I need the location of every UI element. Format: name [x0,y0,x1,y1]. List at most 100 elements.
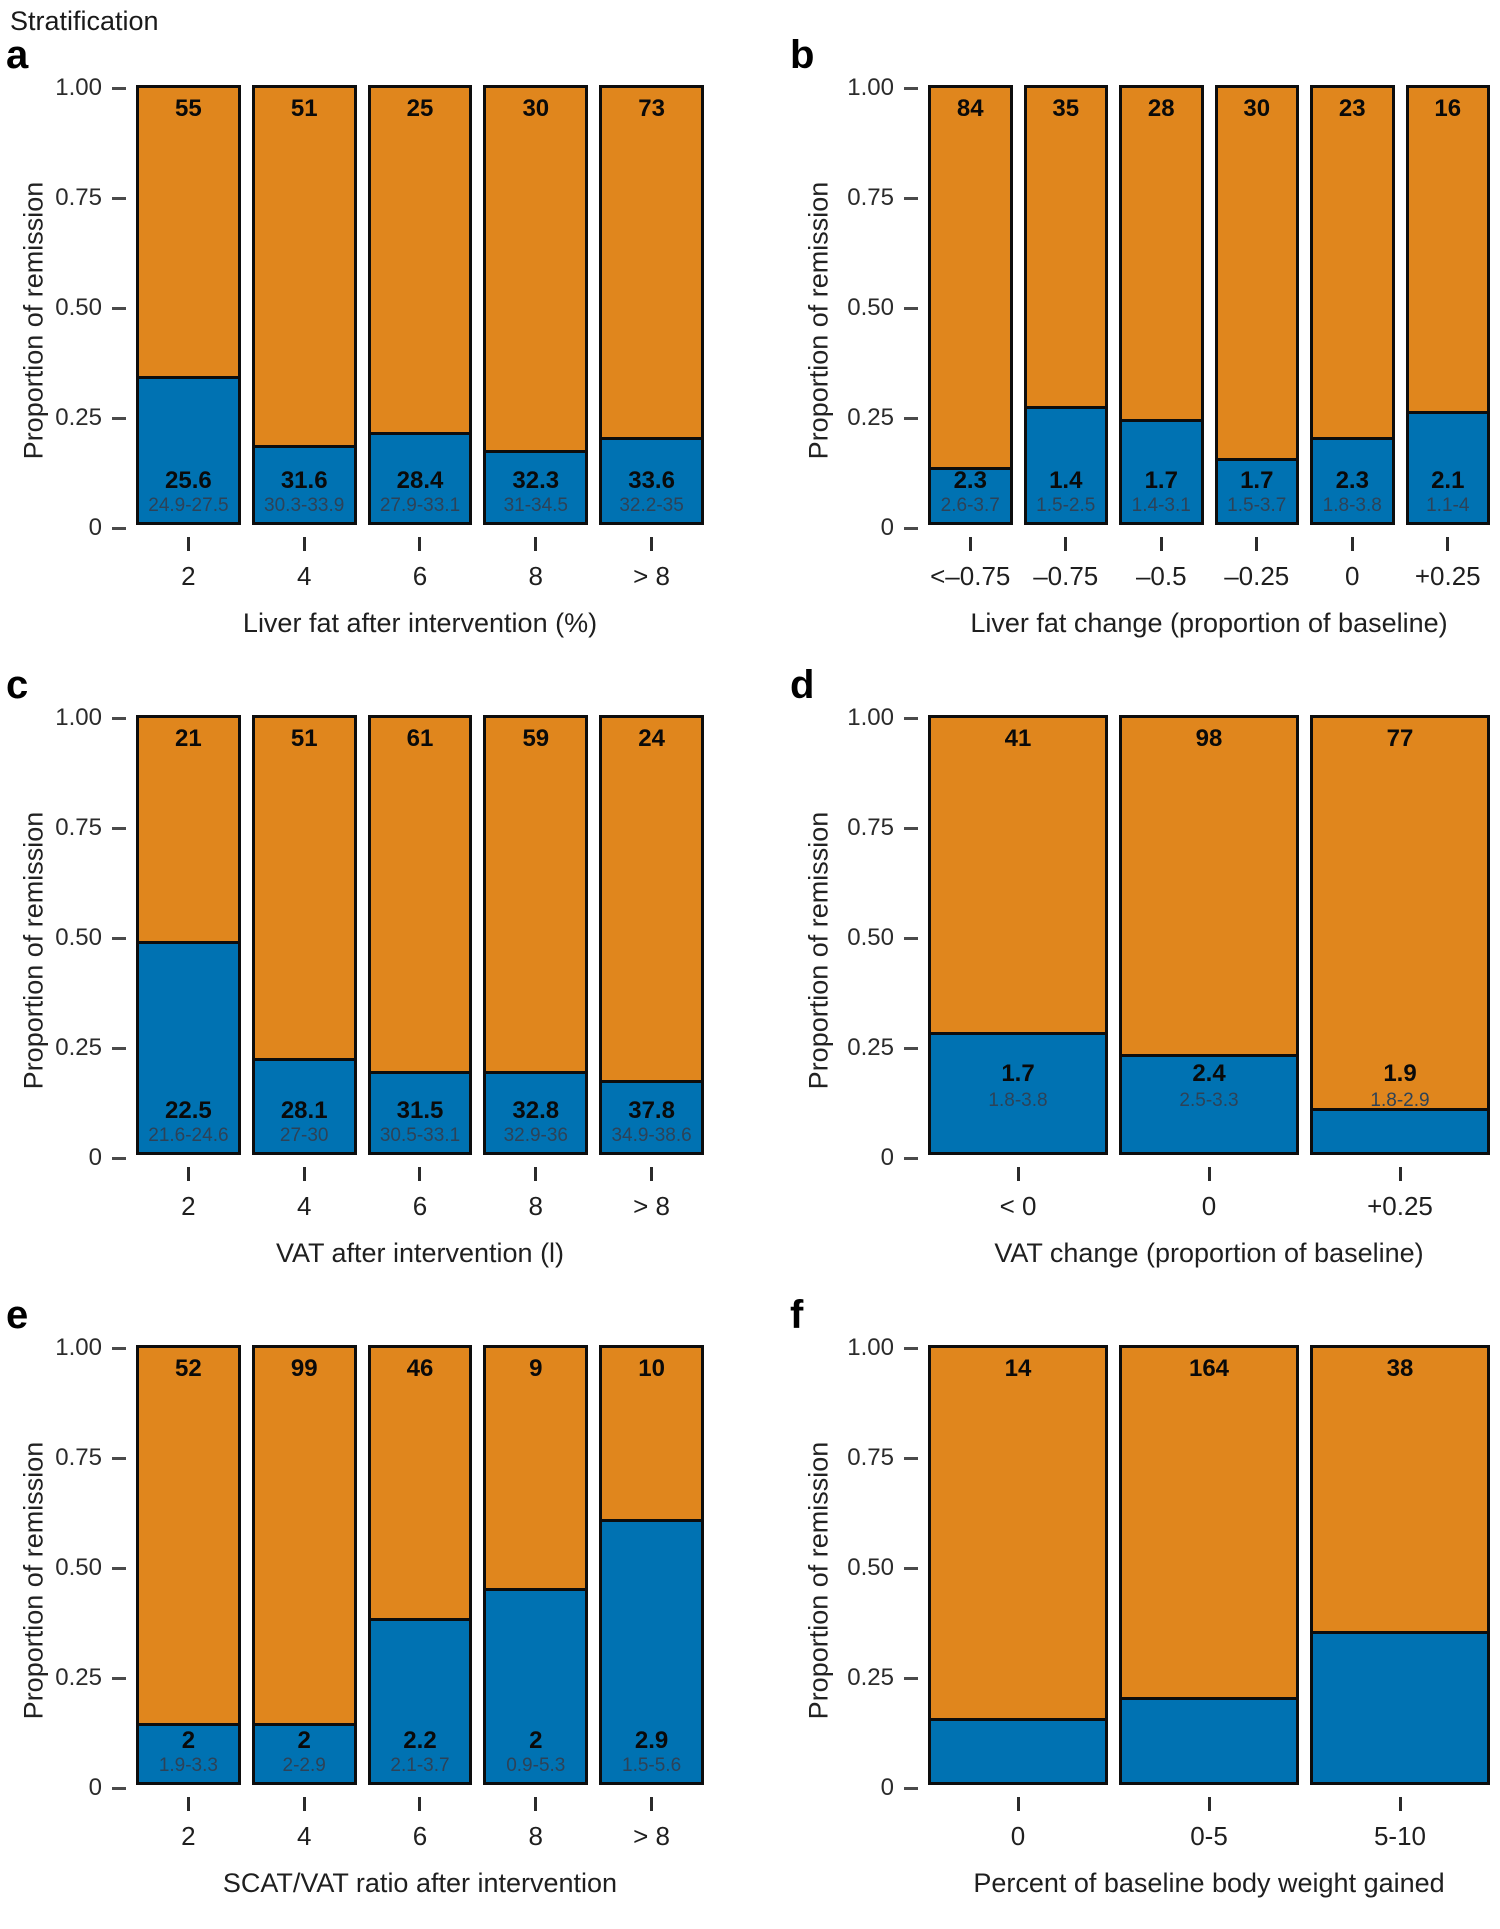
chart-area: Proportion of remission 1.00 0.75 0.50 0.25… [793,74,1500,541]
chart-area: Proportion of remission 1.00 0.75 0.50 0.25… [8,74,760,541]
y-tick-mark [112,1676,126,1680]
plot-area: 21 22.5 21.6-24.6 51 28.1 27-30 61 31.5 30.5-33.… [136,715,704,1155]
y-tick-mark [112,416,126,420]
y-tick: 0.75 [793,184,918,212]
y-tick: 0.25 [8,1034,126,1062]
remission-segment [1408,410,1487,522]
x-tick [136,1167,241,1181]
x-label-row: < 0 0 +0.25 [928,1181,1490,1222]
no-remission-segment [1026,88,1105,407]
stacked-bar-a-5: 73 33.6 32.2-35 [599,85,704,525]
bar-value-label: 2.3 [953,467,987,494]
y-tick-mark [904,1786,918,1790]
y-tick-mark [904,416,918,420]
bar-count-label: 23 [1338,95,1366,122]
remission-segment [931,1718,1105,1782]
stacked-bar-b-5: 23 2.3 1.8-3.8 [1310,85,1395,525]
x-axis-title: SCAT/VAT ratio after intervention [222,1868,618,1898]
bar-count-label: 55 [175,95,202,122]
bar-count-label: 77 [1386,725,1414,752]
panel-letter: b [790,33,815,77]
x-tick-mark [650,537,654,551]
bar-count-label: 9 [529,1355,543,1382]
y-tick: 0.25 [793,404,918,432]
chart-area: Proportion of remission 1.00 0.75 0.50 0.25… [793,704,1500,1171]
x-tick [1119,537,1204,551]
x-category-label: 4 [296,1191,312,1221]
x-tick [1310,1167,1490,1181]
no-remission-segment [931,718,1105,1032]
bar-value-label: 2.1 [1431,467,1465,494]
y-tick-label: 1.00 [55,704,102,731]
x-tick [599,537,704,551]
bar-value-label: 1.9 [1383,1060,1417,1087]
bar-range-label: 24.9-27.5 [148,495,229,516]
x-tick [928,1797,1108,1811]
x-tick [1119,1797,1299,1811]
y-tick-mark [112,86,126,90]
bar-value-label: 31.5 [396,1097,444,1124]
bar-count-label: 98 [1195,725,1223,752]
x-tick-mark [186,1797,190,1811]
y-tick-label: 0.25 [55,1034,102,1061]
remission-segment [254,445,354,522]
x-label-row: 2 4 6 8 > 8 [136,1181,704,1222]
no-remission-segment [602,1348,701,1519]
bar-range-label: 1.9-3.3 [158,1755,218,1776]
bar-value-label: 28.1 [280,1097,328,1124]
bar-count-label: 16 [1434,95,1462,122]
x-tick [483,537,588,551]
x-category-label: –0.25 [1224,561,1290,591]
y-tick-label: 0.75 [847,184,894,211]
x-category-label: 0 [1201,1191,1217,1221]
plot-area: 55 25.6 24.9-27.5 51 31.6 30.3-33.9 25 28.4 27.9… [136,85,704,525]
y-tick-mark [112,826,126,830]
y-tick: 0 [793,1774,918,1802]
bar-value-label: 1.7 [1144,467,1178,494]
remission-segment [1217,458,1296,522]
no-remission-segment [254,1348,354,1723]
x-tick-mark [650,1797,654,1811]
panel-grid: a Proportion of remission 1.00 0.75 0.50 0.… [0,33,1500,1929]
x-tick-mark [534,537,538,551]
panel-letter: a [6,33,29,77]
no-remission-segment [602,88,701,437]
stacked-bar-e-1: 52 2 1.9-3.3 [136,1345,241,1785]
bar-range-label: 2-2.9 [282,1755,326,1776]
x-category-label: 5-10 [1373,1821,1427,1851]
y-tick-label: 0.25 [55,1664,102,1691]
stacked-bar-b-6: 16 2.1 1.1-4 [1405,85,1490,525]
remission-segment [254,1057,354,1152]
stacked-bar-a-3: 25 28.4 27.9-33.1 [367,85,473,525]
stacked-bar-b-3: 28 1.7 1.4-3.1 [1119,85,1204,525]
y-tick-mark [904,1676,918,1680]
bar-count-label: 73 [638,95,665,122]
bar-range-label: 32.2-35 [619,495,684,516]
remission-segment [602,1518,701,1782]
stacked-bar-a-4: 30 32.3 31-34.5 [483,85,589,525]
y-tick-mark [112,526,126,530]
x-axis-title: VAT change (proportion of baseline) [994,1238,1424,1268]
stacked-bar-e-4: 9 2 0.9-5.3 [483,1345,589,1785]
x-tick-mark [650,1167,654,1181]
x-tick-mark [1350,537,1354,551]
y-tick: 1.00 [8,1334,126,1362]
remission-segment [486,449,586,522]
y-tick-label: 0 [880,1774,894,1801]
y-tick-mark [112,1046,126,1050]
x-category-label: 2 [181,561,196,591]
x-axis-title: Liver fat after intervention (%) [242,608,598,638]
y-tick: 0 [8,1774,126,1802]
no-remission-segment [931,88,1010,467]
x-category-label: 4 [296,1821,312,1851]
remission-segment [370,1070,470,1152]
x-label-row: <–0.75 –0.75 –0.5 –0.25 0 +0.25 [928,551,1490,592]
y-tick: 0.50 [793,924,918,952]
bar-range-label: 27-30 [279,1125,329,1146]
bar-count-label: 10 [638,1355,665,1382]
y-tick-label: 1.00 [55,74,102,101]
no-remission-segment [1122,88,1201,420]
stacked-bar-c-5: 24 37.8 34.9-38.6 [599,715,704,1155]
y-tick-mark [112,1346,126,1350]
x-tick-mark [418,1797,422,1811]
